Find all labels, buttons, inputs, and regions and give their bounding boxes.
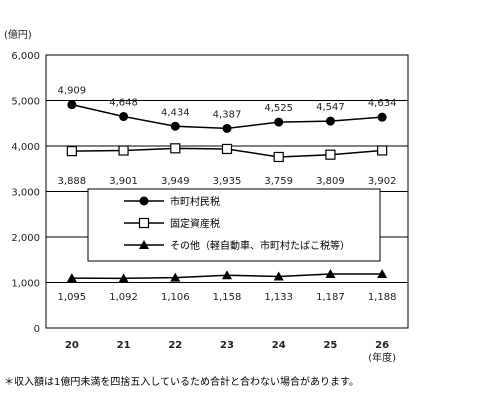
data-point [273,271,284,281]
data-point [377,268,388,278]
y-tick-label: 5,000 [11,97,40,108]
data-point [273,151,284,163]
footnote: ＊収入額は1億円未満を四捨五入しているため合計と合わない場合があります。 [4,375,359,388]
data-point [118,145,129,156]
data-label: 3,809 [316,176,345,187]
y-tick-label: 6,000 [11,51,40,62]
data-label: 3,888 [58,176,87,187]
data-point [170,143,181,154]
data-point [222,270,232,280]
data-label: 4,648 [109,98,138,109]
data-label: 1,092 [109,292,138,303]
data-label: 3,902 [368,176,397,187]
x-tick-label: 22 [168,340,182,351]
data-point [377,145,388,156]
data-point [66,273,77,283]
series-layer: 4,909 4,648 4,434 4,387 4,525 4,547 4,634 3,888… [58,86,397,303]
data-point [222,123,232,133]
data-label: 3,759 [264,176,293,187]
data-point [138,217,150,229]
data-label: 3,901 [109,176,138,187]
data-point [139,240,149,249]
y-tick-label: 2,000 [11,233,40,244]
data-point [325,268,336,278]
data-label: 1,095 [58,292,87,303]
x-tick-label: 21 [117,340,131,351]
x-tick-label: 23 [220,340,234,351]
data-point [139,196,149,206]
x-tick-label: 25 [323,340,337,351]
data-label: 1,188 [368,292,397,303]
data-label: 4,909 [58,86,87,97]
x-tick-label: 26 [375,340,389,351]
legend-label: 市町村民税 [170,195,220,208]
data-point [118,273,129,283]
data-point [170,272,181,282]
data-point [325,116,335,126]
data-point [67,100,77,110]
data-label: 1,106 [161,292,190,303]
data-point [221,143,233,155]
data-label: 4,525 [264,103,293,114]
x-axis-unit-label: (年度) [368,351,396,364]
legend-label: その他（軽自動車、市町村たばこ税等） [170,239,350,252]
y-axis-unit-label: (億円) [4,28,32,41]
y-tick-label: 3,000 [11,188,40,199]
data-label: 4,634 [368,98,397,109]
data-label: 1,187 [316,292,345,303]
data-label: 1,133 [264,292,293,303]
legend-label: 固定資産税 [170,217,220,230]
y-tick-label: 4,000 [11,142,40,153]
series-2: 3,888 3,901 3,949 3,935 3,759 3,809 3,902 [58,143,397,187]
data-point [377,112,387,122]
data-label: 3,935 [213,176,242,187]
data-point [170,121,180,131]
y-axis-ticks: 0 1,000 2,000 3,000 4,000 5,000 6,000 [11,51,40,335]
x-axis-ticks: 20 21 22 23 24 25 26 [65,340,389,351]
data-label: 4,434 [161,107,190,118]
data-label: 1,158 [213,292,242,303]
data-label: 3,949 [161,176,190,187]
x-tick-label: 24 [272,340,286,351]
data-label: 4,387 [213,109,242,120]
y-tick-label: 1,000 [11,279,40,290]
data-point [66,145,77,157]
series-1: 4,909 4,648 4,434 4,387 4,525 4,547 4,634 [58,86,397,133]
y-tick-label: 0 [34,324,40,335]
x-tick-label: 20 [65,340,79,351]
series-3: 1,095 1,092 1,106 1,158 1,133 1,187 1,188 [58,268,397,303]
data-point [325,149,336,160]
plot-frame [45,54,409,329]
data-point [119,112,129,122]
data-label: 4,547 [316,102,345,113]
data-point [274,117,284,127]
